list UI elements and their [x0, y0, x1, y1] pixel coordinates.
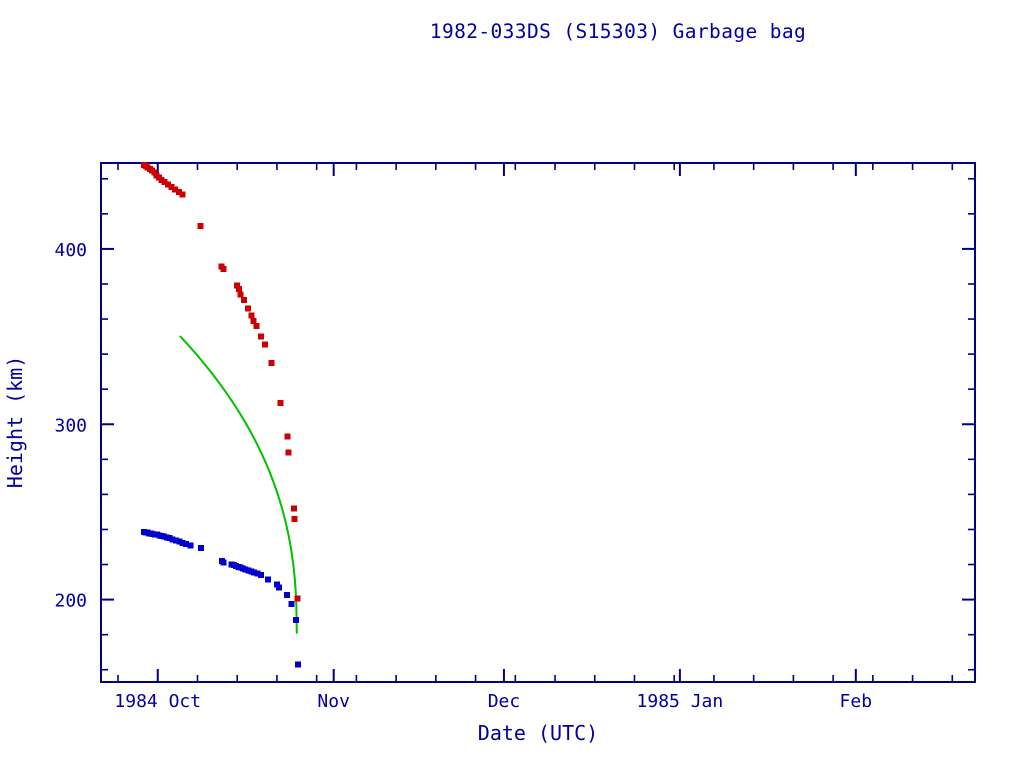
data-point	[169, 536, 176, 543]
theoretical-decay-curve	[179, 335, 298, 634]
data-point	[176, 538, 183, 545]
data-point	[244, 305, 251, 312]
data-point	[251, 569, 258, 576]
data-point	[179, 191, 186, 198]
x-tick-label: 1985 Jan	[637, 691, 724, 712]
data-point	[241, 296, 248, 303]
data-point	[161, 178, 168, 185]
data-point	[220, 266, 227, 273]
data-point	[268, 359, 275, 366]
y-tick-label: 200	[54, 591, 87, 612]
y-axis-ticks	[101, 177, 975, 671]
series-apogee-height	[141, 161, 301, 602]
x-axis-title: Date (UTC)	[478, 721, 598, 745]
y-axis-title: Height (km)	[3, 356, 27, 488]
x-tick-label: Nov	[317, 691, 350, 712]
data-point	[254, 570, 261, 577]
data-point	[234, 282, 241, 289]
y-tick-label: 400	[54, 240, 87, 261]
data-point	[288, 600, 295, 607]
data-point	[237, 291, 244, 298]
data-point	[179, 539, 186, 546]
data-point	[197, 545, 204, 552]
data-point	[285, 449, 292, 456]
data-point	[171, 186, 178, 193]
x-tick-label: Feb	[840, 691, 873, 712]
x-axis-tick-labels: 1984 Oct Nov Dec 1985 Jan Feb	[114, 691, 872, 712]
data-point	[168, 183, 175, 190]
series-perigee-height	[141, 529, 301, 668]
data-point	[284, 433, 291, 440]
x-tick-label: 1984 Oct	[114, 691, 201, 712]
data-point	[284, 592, 291, 599]
data-point	[262, 341, 269, 348]
data-point	[235, 286, 242, 293]
data-point	[183, 541, 190, 548]
data-point	[277, 400, 284, 407]
x-tick-label: Dec	[488, 691, 521, 712]
data-point	[264, 576, 271, 583]
data-point	[290, 505, 297, 512]
y-axis-tick-labels: 200 300 400	[54, 240, 87, 612]
data-point	[258, 572, 265, 579]
data-point	[253, 323, 260, 330]
data-point	[197, 223, 204, 230]
data-point	[164, 181, 171, 188]
data-point	[175, 189, 182, 196]
x-axis-ticks	[117, 163, 954, 682]
data-point	[172, 537, 179, 544]
data-point	[248, 312, 255, 319]
data-point	[258, 333, 265, 340]
y-tick-label: 300	[54, 415, 87, 436]
page-title: 1982-033DS (S15303) Garbage bag	[430, 20, 806, 43]
data-point	[294, 595, 301, 602]
data-point	[187, 542, 194, 549]
data-point	[220, 559, 227, 566]
data-point	[273, 581, 280, 588]
data-point	[293, 616, 300, 623]
data-point	[291, 515, 298, 522]
data-point	[294, 661, 301, 668]
plot-frame	[100, 162, 976, 683]
data-point	[250, 317, 257, 324]
data-point	[276, 584, 283, 591]
